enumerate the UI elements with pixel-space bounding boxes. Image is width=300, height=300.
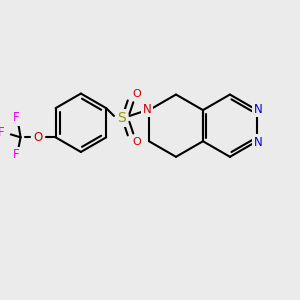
Text: F: F xyxy=(0,126,4,139)
Text: O: O xyxy=(34,131,43,144)
Text: O: O xyxy=(132,88,141,99)
Text: S: S xyxy=(117,111,126,125)
Text: F: F xyxy=(12,111,19,124)
Text: O: O xyxy=(132,137,141,147)
Text: F: F xyxy=(12,148,19,161)
Text: N: N xyxy=(143,103,152,116)
Text: N: N xyxy=(254,103,262,116)
Text: N: N xyxy=(254,136,262,149)
